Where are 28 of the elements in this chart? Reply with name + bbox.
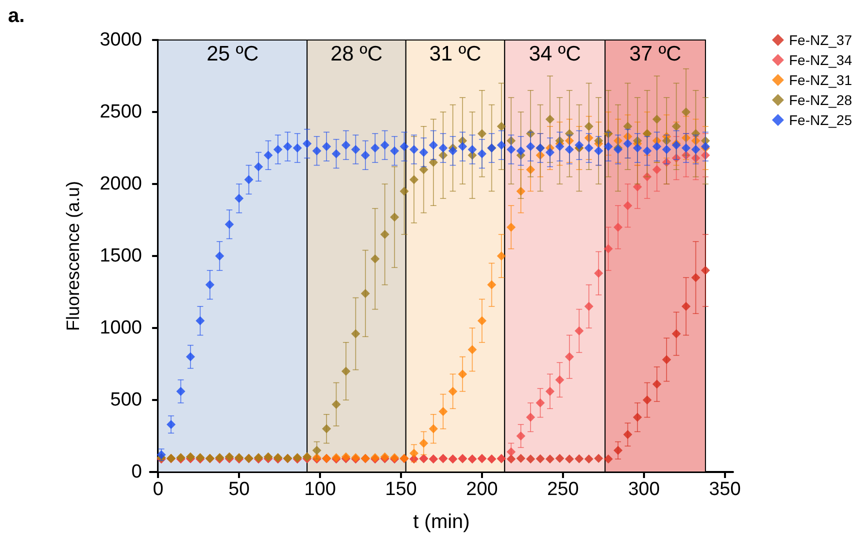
x-tick-label: 350 — [709, 479, 741, 500]
y-tick-label: 0 — [131, 462, 142, 482]
y-tick-label: 1000 — [100, 318, 142, 338]
y-tick-label: 2500 — [100, 102, 142, 122]
x-tick-label: 300 — [628, 479, 660, 500]
band-label: 25 ºC — [206, 42, 259, 66]
y-tick-label: 500 — [110, 390, 142, 410]
band-label: 31 ºC — [429, 42, 482, 66]
x-tick-label: 0 — [152, 479, 164, 500]
band-label: 34 ºC — [528, 42, 581, 66]
x-tick-label: 100 — [304, 479, 336, 500]
band-label: 28 ºC — [330, 42, 382, 66]
x-tick-label: 200 — [466, 479, 498, 500]
y-tick-label: 1500 — [100, 246, 142, 266]
x-axis-title: t (min) — [413, 511, 470, 533]
legend-label: Fe-NZ_31 — [788, 72, 852, 88]
y-axis-title: Fluorescence (a.u) — [63, 180, 83, 332]
legend-label: Fe-NZ_25 — [788, 112, 852, 128]
y-tick-label: 3000 — [100, 30, 142, 50]
legend-label: Fe-NZ_28 — [788, 92, 852, 108]
y-tick-label: 2000 — [100, 174, 142, 194]
x-tick-label: 250 — [547, 479, 579, 500]
legend-label: Fe-NZ_34 — [788, 52, 852, 68]
x-tick-label: 50 — [228, 479, 250, 500]
legend-label: Fe-NZ_37 — [788, 32, 852, 48]
text: a. — [8, 5, 25, 27]
x-tick-label: 150 — [385, 479, 417, 500]
band-label: 37 ºC — [629, 42, 682, 66]
